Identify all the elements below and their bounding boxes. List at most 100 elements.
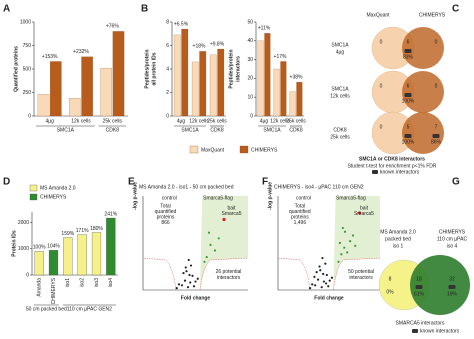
legend-label: MaxQuant — [201, 147, 225, 153]
venn-title: iso 4 — [447, 243, 458, 249]
group-label: SMC1A — [181, 127, 199, 133]
legend-swatch — [29, 193, 38, 201]
group-label: 50 cm packed bed — [26, 306, 67, 312]
y-tick-label: 6 — [166, 43, 169, 49]
venn-header: CHIMERYS — [419, 12, 446, 18]
y-tick-label: 50 — [247, 19, 253, 25]
point — [189, 264, 193, 267]
bar — [100, 67, 112, 117]
venn-note: Student t-test for enrichment p<1% FDR — [347, 163, 436, 169]
known-icon — [432, 134, 440, 138]
point — [358, 211, 362, 215]
point — [184, 266, 187, 269]
threshold-curve — [142, 257, 177, 291]
panel-label: E — [128, 177, 135, 188]
point — [324, 282, 328, 285]
y-tick-label: 750 — [23, 43, 32, 49]
bar — [273, 68, 280, 117]
panel-label: F — [262, 177, 268, 188]
venn-pct: 86% — [431, 139, 442, 145]
point — [315, 271, 318, 274]
point — [319, 269, 322, 272]
bar — [37, 94, 50, 117]
point — [189, 281, 192, 284]
venn-count: 0 — [380, 39, 383, 45]
venn-count: 5 — [407, 124, 410, 130]
point — [180, 284, 184, 287]
venn-count: 0 — [380, 124, 383, 130]
venn-circle — [402, 112, 444, 154]
y-tick-label: 500 — [23, 66, 32, 72]
bar — [48, 250, 59, 276]
known-icon — [448, 285, 456, 289]
x-tick-label: 12k cells — [270, 118, 290, 124]
x-tick-label: Amanda — [36, 278, 42, 297]
point — [351, 234, 355, 237]
point — [203, 260, 206, 263]
point — [338, 241, 342, 245]
bar — [69, 98, 81, 117]
y-tick-label: 1000 — [18, 246, 29, 252]
total-label: quantified — [289, 209, 311, 215]
point — [316, 278, 320, 281]
venn-circle — [402, 71, 444, 113]
bar — [264, 33, 271, 117]
bar — [173, 34, 181, 117]
threshold-curve — [199, 257, 249, 291]
bar — [112, 31, 125, 117]
point — [191, 274, 194, 277]
bar — [217, 48, 225, 117]
total-label: Total — [295, 203, 306, 209]
bar — [91, 232, 102, 276]
venn-title: packed bed — [385, 236, 411, 242]
venn-row-label: 12k cells — [330, 93, 350, 99]
point — [188, 273, 191, 277]
point — [182, 271, 185, 275]
change-label: +18% — [193, 44, 206, 50]
side-label: control — [162, 195, 177, 201]
point — [318, 265, 321, 268]
y-axis-label: Peptides/protein — [228, 49, 234, 88]
venn-pct: 61% — [414, 291, 425, 297]
y-tick-label: 0 — [26, 272, 29, 278]
known-icon — [372, 170, 378, 174]
legend-swatch — [239, 145, 249, 154]
point — [209, 243, 212, 246]
point — [325, 273, 328, 277]
point — [186, 286, 190, 289]
value-label: 159% — [61, 231, 74, 237]
point — [217, 237, 220, 240]
bait-label: Smarca5 — [221, 211, 241, 217]
x-tick-label: 25k cells — [103, 118, 123, 124]
x-tick-label: iso4 — [108, 278, 114, 287]
value-label: 104% — [47, 244, 60, 250]
y-tick-label: 1000 — [20, 19, 31, 25]
panel-label: C — [452, 4, 459, 15]
panel-label: A — [3, 4, 10, 15]
bar — [289, 91, 296, 117]
point — [185, 270, 188, 273]
group-label: CDK8 — [289, 127, 303, 133]
point — [222, 217, 226, 222]
y-axis-label: -log p-value — [267, 182, 273, 210]
point — [196, 277, 199, 280]
y-tick-label: 2 — [166, 90, 169, 96]
point — [346, 251, 349, 254]
point — [194, 280, 197, 283]
enrichment-region — [333, 196, 380, 290]
point — [192, 285, 196, 288]
point — [324, 262, 327, 265]
y-axis-label: Peptides/protein — [144, 49, 150, 88]
bar — [257, 40, 264, 117]
x-axis-label: Fold change — [181, 295, 211, 301]
chart-title: CHIMERYS - iso4 - µPAC 110 cm GEN2 — [274, 184, 364, 190]
point — [175, 287, 178, 290]
known-icon — [412, 329, 418, 333]
known-icon — [404, 93, 412, 97]
point — [343, 230, 347, 233]
point — [207, 231, 211, 234]
bar — [209, 54, 217, 117]
point — [322, 280, 325, 283]
y-axis-label: Quantified proteins — [13, 46, 19, 92]
point — [183, 279, 187, 282]
